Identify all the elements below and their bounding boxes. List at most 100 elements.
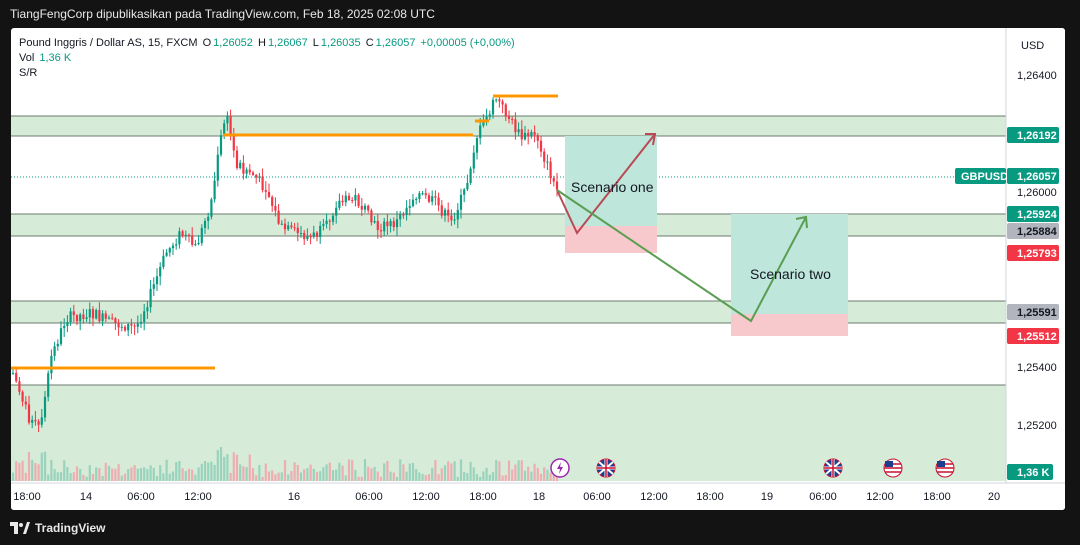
volume-bar bbox=[472, 467, 475, 481]
ohlc-low-label: L bbox=[312, 37, 319, 49]
volume-bars bbox=[11, 446, 559, 481]
candle-body bbox=[450, 215, 453, 221]
volume-bar bbox=[162, 473, 165, 481]
ohlc-high-label: H bbox=[257, 37, 266, 49]
candle-body bbox=[187, 234, 191, 236]
candle-body bbox=[24, 401, 27, 405]
candle-body bbox=[546, 161, 549, 163]
candle-body bbox=[229, 115, 232, 137]
volume-bar bbox=[418, 472, 421, 481]
candle-body bbox=[299, 232, 303, 234]
svg-text:1,25512: 1,25512 bbox=[1017, 331, 1057, 343]
candle-body bbox=[114, 318, 117, 323]
candle-body bbox=[107, 317, 111, 319]
volume-bar bbox=[152, 467, 155, 481]
candle-body bbox=[306, 236, 309, 240]
publish-info: TiangFengCorp dipublikasikan pada Tradin… bbox=[10, 7, 435, 21]
uk-flag-icon[interactable] bbox=[596, 458, 616, 478]
volume-bar bbox=[466, 473, 469, 481]
candle-body bbox=[392, 221, 395, 228]
volume-bar bbox=[424, 475, 427, 481]
volume-bar bbox=[104, 462, 107, 481]
time-axis[interactable]: 18:00 14 06:00 12:00 16 06:00 12:00 18:00 18 06:0… bbox=[11, 482, 1065, 510]
volume-bar bbox=[229, 472, 232, 481]
volume-bar bbox=[450, 463, 453, 481]
volume-bar bbox=[360, 476, 363, 481]
candle-body bbox=[418, 193, 421, 199]
volume-bar bbox=[85, 476, 88, 481]
volume-bar bbox=[383, 463, 386, 481]
price-badge: 1,25924 bbox=[1007, 206, 1059, 222]
candle-body bbox=[117, 322, 120, 328]
volume-bar bbox=[376, 471, 379, 481]
volume-bar bbox=[37, 464, 40, 481]
time-label: 18 bbox=[533, 491, 545, 503]
volume-bar bbox=[72, 472, 75, 481]
candle-body bbox=[312, 232, 315, 237]
volume-bar bbox=[475, 474, 479, 481]
volume-bar bbox=[549, 472, 552, 481]
time-label: 18:00 bbox=[13, 491, 41, 503]
candle-body bbox=[216, 154, 219, 181]
volume-bar bbox=[223, 456, 226, 481]
candle-body bbox=[255, 174, 258, 178]
candle-body bbox=[245, 169, 248, 174]
candle-body bbox=[341, 200, 344, 203]
time-label: 12:00 bbox=[184, 491, 212, 503]
volume-bar bbox=[50, 459, 53, 481]
candle-body bbox=[143, 311, 146, 322]
candlesticks bbox=[11, 95, 559, 432]
volume-bar bbox=[498, 461, 501, 481]
volume-bar bbox=[434, 459, 437, 481]
candle-body bbox=[274, 205, 277, 211]
time-label: 19 bbox=[761, 491, 773, 503]
economic-events[interactable] bbox=[550, 458, 955, 478]
us-flag-icon[interactable] bbox=[883, 458, 903, 478]
volume-bar bbox=[123, 473, 127, 481]
volume-bar bbox=[111, 468, 114, 481]
volume-bar bbox=[59, 472, 63, 481]
volume-bar bbox=[411, 462, 415, 481]
price-axis[interactable]: USD 1,26400 1,26000 1,25400 1,25200 1,26… bbox=[955, 28, 1065, 510]
tradingview-logo[interactable]: TradingView bbox=[10, 521, 105, 535]
candle-body bbox=[447, 209, 450, 216]
candle-body bbox=[283, 223, 287, 230]
volume-bar bbox=[133, 465, 136, 481]
ohlc-open: 1,26052 bbox=[213, 37, 253, 49]
volume-bar bbox=[91, 473, 95, 481]
price-chart[interactable]: Scenario one Scenario two bbox=[11, 28, 1065, 510]
scenario-one-position[interactable] bbox=[565, 136, 657, 253]
candle-body bbox=[335, 207, 338, 216]
scenario-two-position[interactable] bbox=[731, 214, 848, 336]
volume-bar bbox=[242, 466, 245, 481]
price-tick: 1,25200 bbox=[1017, 420, 1057, 432]
scenario-two-stop bbox=[731, 314, 848, 336]
us-flag-icon[interactable] bbox=[935, 458, 955, 478]
candle-body bbox=[296, 227, 299, 234]
volume-bar bbox=[344, 475, 347, 481]
candle-body bbox=[325, 220, 328, 225]
volume-bar bbox=[504, 474, 507, 481]
scenario-two-label: Scenario two bbox=[750, 266, 831, 282]
candle-body bbox=[223, 123, 226, 136]
ohlc-high: 1,26067 bbox=[267, 37, 308, 49]
candle-body bbox=[376, 221, 379, 231]
lightning-icon[interactable] bbox=[550, 458, 570, 478]
candle-body bbox=[434, 196, 437, 198]
uk-flag-icon[interactable] bbox=[823, 458, 843, 478]
volume-bar bbox=[232, 452, 235, 481]
candle-body bbox=[440, 205, 443, 216]
sr-zones bbox=[11, 115, 1006, 481]
volume-bar bbox=[114, 468, 117, 481]
candle-body bbox=[498, 99, 501, 102]
price-badge: 1,26057 bbox=[1007, 168, 1059, 184]
volume-bar bbox=[31, 459, 34, 481]
legend-volume-row: Vol 1,36 K bbox=[19, 51, 517, 66]
chart-area[interactable]: Scenario one Scenario two bbox=[11, 28, 1065, 510]
candle-body bbox=[15, 372, 18, 382]
volume-bar bbox=[168, 473, 171, 481]
candle-body bbox=[277, 210, 280, 224]
candle-body bbox=[517, 129, 520, 133]
volume-bar bbox=[533, 463, 536, 481]
candle-body bbox=[47, 373, 50, 397]
